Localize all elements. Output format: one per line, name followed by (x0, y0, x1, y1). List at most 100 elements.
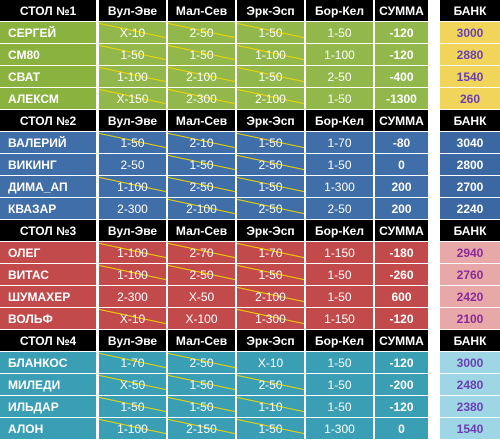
bet-value: 1-100 (324, 47, 355, 62)
bet-cell: 1-70 (306, 132, 373, 153)
bet-cell: 1-50 (237, 22, 304, 43)
bet-cell: 1-50 (168, 154, 235, 175)
sum-value: -400 (375, 66, 428, 87)
table-row: ИЛЬДАР 1-50 1-50 1-10 1-50 -120 2380 (0, 396, 500, 417)
player-name: ОЛЕГ (0, 242, 96, 263)
bet-value: 1-50 (327, 25, 352, 40)
bank-value: 2480 (440, 374, 500, 395)
table-1: СТОЛ №1 Вул-Эве Мал-Сев Эрк-Эсп Бор-Кел СУММА… (0, 0, 500, 109)
bet-value: 2-50 (258, 377, 283, 392)
bet-value: 2-50 (189, 267, 214, 282)
sum-value: 200 (375, 198, 428, 219)
sum-value: 200 (375, 176, 428, 197)
column-header: Бор-Кел (306, 220, 373, 241)
bet-value: X-10 (257, 355, 284, 370)
bet-cell: 1-50 (306, 264, 373, 285)
column-header: Бор-Кел (306, 330, 373, 351)
bet-value: 2-70 (189, 245, 214, 260)
bet-cell: 1-100 (99, 176, 166, 197)
sum-value: -120 (375, 44, 428, 65)
bank-value: 2880 (440, 44, 500, 65)
table-title: СТОЛ №1 (0, 0, 96, 21)
bet-value: 1-50 (189, 377, 214, 392)
bet-value: 1-50 (189, 157, 214, 172)
bet-value: 1-50 (327, 377, 352, 392)
bet-cell: 2-50 (168, 352, 235, 373)
bet-value: 2-50 (189, 355, 214, 370)
player-name: СВАТ (0, 66, 96, 87)
table-row: АЛОН 1-100 2-150 1-50 1-300 0 1540 (0, 418, 500, 439)
column-header-bank: БАНК (440, 0, 500, 21)
bet-value: 2-100 (186, 201, 217, 216)
bet-value: 1-100 (117, 69, 148, 84)
bet-cell: 1-50 (306, 22, 373, 43)
column-header-bank: БАНК (440, 220, 500, 241)
bet-cell: 1-50 (99, 132, 166, 153)
bet-value: 1-50 (258, 69, 283, 84)
column-header: Эрк-Эсп (237, 110, 304, 131)
bet-value: 2-10 (189, 135, 214, 150)
bet-value: 1-150 (324, 245, 355, 260)
bet-value: 2-50 (189, 25, 214, 40)
bet-value: 2-100 (255, 91, 286, 106)
table-row: ВОЛЬФ X-10 X-100 1-300 1-150 -120 2100 (0, 308, 500, 329)
bank-value: 2700 (440, 176, 500, 197)
sum-value: 600 (375, 286, 428, 307)
bet-cell: 2-50 (168, 176, 235, 197)
bet-cell: 1-50 (237, 132, 304, 153)
sum-value: -1300 (375, 88, 428, 109)
bet-cell: 1-50 (306, 286, 373, 307)
sum-value: -260 (375, 264, 428, 285)
column-header-bank: БАНК (440, 330, 500, 351)
bet-cell: 2-100 (237, 286, 304, 307)
player-name: ВИТАС (0, 264, 96, 285)
column-header-sum: СУММА (375, 110, 428, 131)
bank-value: 3000 (440, 352, 500, 373)
bet-cell: 1-50 (306, 88, 373, 109)
bet-cell: 1-50 (168, 44, 235, 65)
column-header: Бор-Кел (306, 110, 373, 131)
bet-value: 1-50 (189, 47, 214, 62)
sum-value: -120 (375, 22, 428, 43)
table-4: СТОЛ №4 Вул-Эве Мал-Сев Эрк-Эсп Бор-Кел СУММА… (0, 330, 500, 439)
bank-value: 2100 (440, 308, 500, 329)
table-row: БЛАНКОС 1-70 2-50 X-10 1-50 -120 3000 (0, 352, 500, 373)
bet-value: 1-150 (324, 311, 355, 326)
bet-value: 1-50 (120, 399, 145, 414)
bet-value: 1-300 (324, 421, 355, 436)
table-3: СТОЛ №3 Вул-Эве Мал-Сев Эрк-Эсп Бор-Кел СУММА… (0, 220, 500, 329)
bank-value: 2940 (440, 242, 500, 263)
bet-value: 1-300 (324, 179, 355, 194)
sum-value: -80 (375, 132, 428, 153)
player-name: ДИМА_АП (0, 176, 96, 197)
bet-value: 1-50 (258, 267, 283, 282)
bet-cell: X-10 (237, 352, 304, 373)
bet-value: 2-300 (186, 91, 217, 106)
bet-cell: 2-10 (168, 132, 235, 153)
bet-cell: X-100 (168, 308, 235, 329)
bet-cell: 1-50 (168, 374, 235, 395)
bet-cell: 2-70 (168, 242, 235, 263)
bet-value: 1-50 (258, 25, 283, 40)
column-header-bank: БАНК (440, 110, 500, 131)
player-name: МИЛЕДИ (0, 374, 96, 395)
bank-value: 2240 (440, 198, 500, 219)
bet-cell: 1-300 (237, 308, 304, 329)
bet-cell: 1-100 (99, 418, 166, 439)
column-header-sum: СУММА (375, 0, 428, 21)
sum-value: -200 (375, 374, 428, 395)
bank-value: 260 (440, 88, 500, 109)
bet-value: 1-100 (117, 245, 148, 260)
bet-value: X-100 (185, 311, 218, 326)
column-header: Вул-Эве (99, 330, 166, 351)
bet-cell: 1-50 (99, 396, 166, 417)
table-2: СТОЛ №2 Вул-Эве Мал-Сев Эрк-Эсп Бор-Кел СУММА… (0, 110, 500, 219)
bank-value: 2760 (440, 264, 500, 285)
bet-value: 1-50 (327, 355, 352, 370)
bet-cell: 2-300 (168, 88, 235, 109)
player-name: ШУМАХЕР (0, 286, 96, 307)
bet-cell: 2-50 (168, 264, 235, 285)
player-name: АЛОН (0, 418, 96, 439)
bet-cell: X-50 (99, 374, 166, 395)
table-header-row: СТОЛ №2 Вул-Эве Мал-Сев Эрк-Эсп Бор-Кел СУММА… (0, 110, 500, 131)
